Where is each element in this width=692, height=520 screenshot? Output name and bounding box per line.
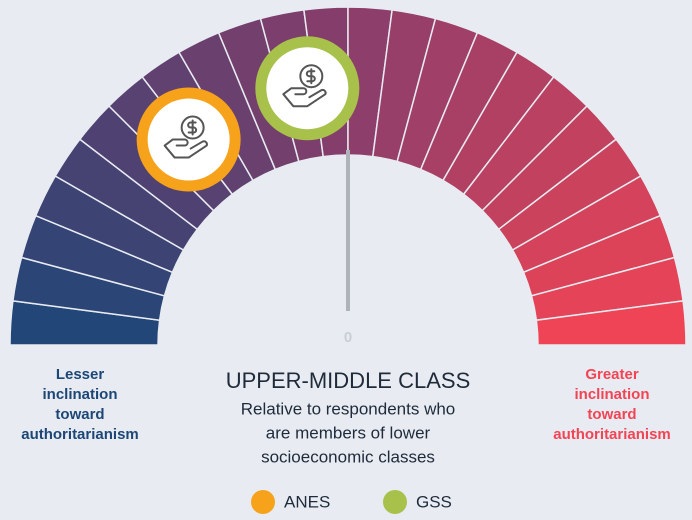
gauge-segment	[535, 300, 687, 346]
marker-face	[266, 47, 349, 130]
marker	[255, 36, 360, 141]
marker-face	[147, 98, 230, 181]
marker	[136, 87, 241, 192]
scale-left-label: authoritarianism	[21, 426, 139, 443]
legend-label: ANES	[284, 492, 330, 511]
legend-label: GSS	[416, 492, 452, 511]
money-icon	[282, 64, 327, 108]
coin	[180, 115, 205, 140]
coin	[299, 64, 324, 89]
scale-right-label: Greater	[585, 366, 639, 383]
dollar	[187, 119, 198, 136]
scale-left-label: Lesser	[56, 366, 105, 383]
tick-label: 0	[344, 329, 352, 346]
hand	[282, 87, 327, 108]
dollar	[305, 68, 316, 85]
scale-right-label: authoritarianism	[553, 426, 671, 443]
subtitle: Relative to respondents who	[241, 399, 456, 418]
legend-swatch	[383, 490, 407, 514]
hand	[163, 138, 208, 159]
money-icon	[163, 115, 208, 159]
subtitle: are members of lower	[266, 423, 431, 442]
chart-title: UPPER-MIDDLE CLASS	[226, 368, 471, 393]
legend-swatch	[251, 490, 275, 514]
scale-left-label: inclination	[43, 386, 118, 403]
scale-right-label: toward	[587, 406, 636, 423]
scale-right-label: inclination	[575, 386, 650, 403]
scale-left-label: toward	[55, 406, 104, 423]
subtitle: socioeconomic classes	[261, 447, 435, 466]
